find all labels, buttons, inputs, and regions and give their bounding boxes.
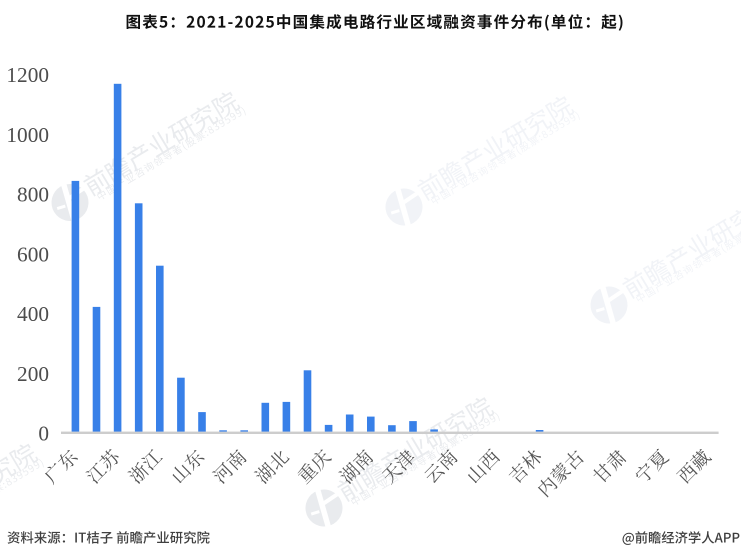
svg-text:1200: 1200: [6, 63, 49, 87]
svg-text:600: 600: [17, 242, 49, 266]
svg-text:200: 200: [17, 362, 49, 386]
svg-text:1000: 1000: [6, 123, 49, 147]
svg-text:0: 0: [38, 422, 49, 446]
svg-text:800: 800: [17, 183, 49, 207]
svg-text:400: 400: [17, 302, 49, 326]
